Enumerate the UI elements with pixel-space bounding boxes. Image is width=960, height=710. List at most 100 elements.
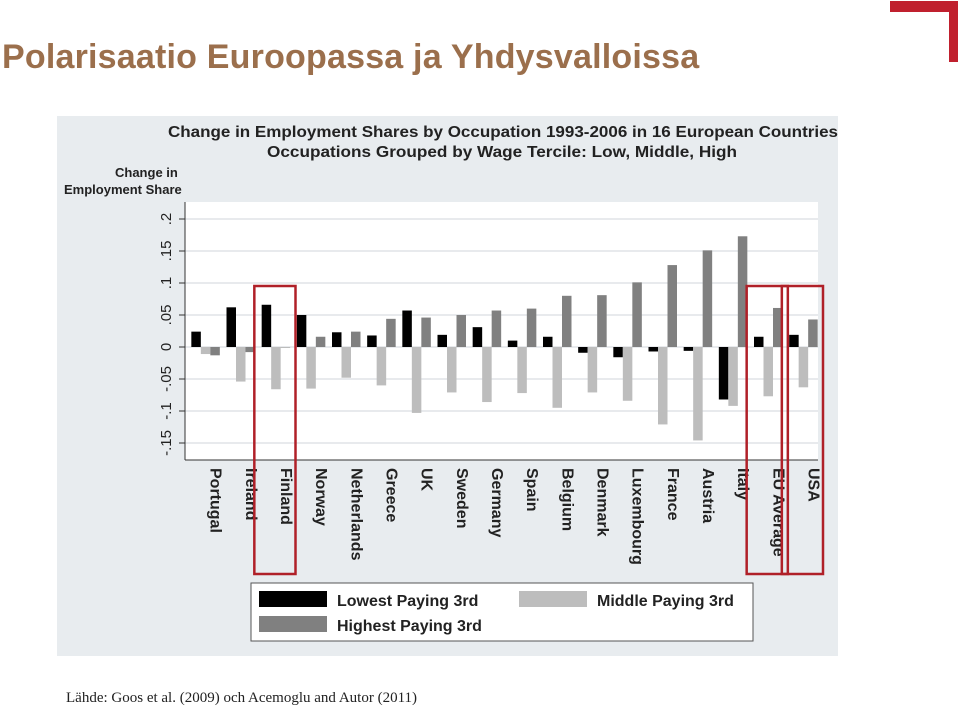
highlight-box [745, 284, 790, 576]
bar-highest-paying [280, 347, 291, 348]
y-axis-label-line2: Employment Share [64, 182, 182, 197]
bar-highest-paying [737, 236, 748, 347]
bar-lowest-paying [754, 336, 764, 347]
bar-lowest-paying [789, 334, 799, 347]
y-tick-labels: -.15 -.1 -.05 0 .05 .1 .15 .2 [158, 213, 175, 456]
bar-middle-paying [622, 347, 633, 401]
chart-subtitle: Occupations Grouped by Wage Tercile: Low… [267, 144, 737, 161]
bar-highest-paying [351, 331, 361, 347]
bar-lowest-paying [261, 304, 272, 347]
bar-middle-paying [728, 347, 738, 406]
bar-lowest-paying [648, 347, 658, 352]
y-tick-label: -.1 [158, 402, 175, 420]
bar-middle-paying [587, 347, 598, 393]
bar-highest-paying [632, 282, 642, 347]
legend-swatch-middle [519, 591, 587, 607]
x-tick-label: Finland [277, 468, 294, 525]
grid-layer [179, 202, 818, 461]
legend-label-high: Highest Paying 3rd [337, 618, 482, 635]
logo-bracket-shape [890, 1, 958, 62]
y-axis-label-line1: Change in [115, 165, 178, 180]
x-tick-label: EU Average [769, 468, 786, 557]
x-tick-label: Luxembourg [629, 468, 646, 565]
slide-title: Polarisaatio Euroopassa ja Yhdysvalloiss… [2, 38, 700, 76]
x-tick-label: Ireland [242, 468, 259, 520]
highlight-box [253, 284, 297, 576]
bar-lowest-paying [507, 340, 518, 347]
employment-share-chart: Change in Employment Shares by Occupatio… [64, 124, 838, 642]
bar-lowest-paying [437, 334, 447, 347]
x-tick-label: USA [804, 468, 821, 502]
bar-middle-paying [658, 347, 668, 425]
bar-middle-paying [341, 347, 351, 378]
bar-highest-paying [386, 318, 396, 347]
bar-lowest-paying [367, 335, 377, 347]
legend-swatch-high [259, 616, 327, 632]
bar-highest-paying [421, 317, 431, 347]
bar-lowest-paying [472, 327, 483, 347]
x-tick-labels: Portugal Ireland Finland Norway Netherlands G… [207, 468, 822, 565]
bar-highest-paying [315, 336, 326, 347]
bar-lowest-paying [226, 307, 236, 347]
bar-middle-paying [482, 347, 492, 403]
x-tick-label: Denmark [593, 468, 610, 537]
bar-highest-paying [245, 347, 255, 353]
x-tick-label: UK [418, 468, 435, 492]
y-tick-label: .2 [158, 213, 175, 226]
x-tick-label: Netherlands [347, 468, 364, 561]
legend-label-middle: Middle Paying 3rd [597, 593, 734, 610]
bar-middle-paying [693, 347, 703, 441]
bar-highest-paying [210, 347, 220, 356]
bar-middle-paying [236, 347, 246, 382]
x-tick-label: Sweden [453, 468, 470, 528]
bar-highest-paying [597, 295, 607, 347]
bar-middle-paying [200, 347, 211, 355]
bar-highest-paying [773, 307, 783, 347]
bar-lowest-paying [402, 310, 412, 347]
y-tick-label: .15 [158, 241, 175, 262]
x-tick-label: Greece [382, 468, 399, 522]
x-tick-label: Spain [523, 468, 540, 512]
x-tick-label: Italy [734, 468, 751, 500]
bar-middle-paying [552, 347, 562, 408]
bar-middle-paying [376, 347, 387, 386]
bar-middle-paying [271, 347, 281, 390]
x-tick-label: Norway [312, 468, 329, 526]
y-tick-label: -.05 [158, 366, 175, 392]
x-tick-label: France [664, 468, 681, 521]
legend: Lowest Paying 3rd Middle Paying 3rd High… [250, 582, 754, 642]
x-tick-label: Germany [488, 468, 505, 537]
x-tick-label: Belgium [558, 468, 575, 531]
x-tick-label: Austria [699, 468, 716, 523]
bar-middle-paying [306, 347, 316, 389]
chart-panel: Change in Employment Shares by Occupatio… [57, 116, 838, 656]
legend-swatch-low [259, 591, 327, 607]
bar-lowest-paying [683, 347, 694, 351]
bar-lowest-paying [191, 331, 201, 347]
bar-middle-paying [447, 347, 457, 393]
bar-highest-paying [526, 308, 537, 347]
corner-logo [890, 1, 958, 62]
bar-highest-paying [667, 265, 677, 347]
legend-frame [250, 582, 754, 642]
legend-label-low: Lowest Paying 3rd [337, 593, 478, 610]
source-citation: Lähde: Goos et al. (2009) och Acemoglu a… [66, 690, 418, 706]
bar-middle-paying [798, 347, 809, 388]
bar-lowest-paying [718, 347, 729, 400]
bar-lowest-paying [296, 315, 307, 347]
y-tick-label: 0 [158, 343, 175, 351]
bar-lowest-paying [578, 347, 588, 353]
bar-middle-paying [763, 347, 773, 397]
bar-highest-paying [562, 295, 572, 347]
plot-area [185, 202, 818, 460]
highlight-boxes [253, 284, 825, 576]
bar-highest-paying [808, 319, 818, 347]
bar-middle-paying [411, 347, 422, 413]
bar-layer [191, 236, 818, 441]
y-tick-label: -.15 [158, 430, 175, 456]
y-tick-label: .1 [158, 277, 175, 290]
bar-lowest-paying [543, 336, 553, 347]
bar-highest-paying [456, 315, 466, 347]
bar-lowest-paying [613, 347, 623, 358]
bar-highest-paying [491, 310, 502, 347]
